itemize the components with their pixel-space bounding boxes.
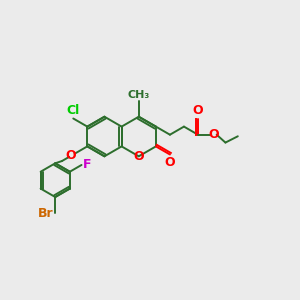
Text: O: O	[193, 104, 203, 117]
Text: Cl: Cl	[67, 104, 80, 117]
Text: O: O	[66, 149, 76, 162]
Text: O: O	[165, 156, 175, 169]
Text: CH₃: CH₃	[128, 90, 150, 100]
Text: O: O	[208, 128, 219, 141]
Text: O: O	[134, 150, 144, 163]
Text: Br: Br	[38, 207, 53, 220]
Text: F: F	[83, 158, 92, 171]
